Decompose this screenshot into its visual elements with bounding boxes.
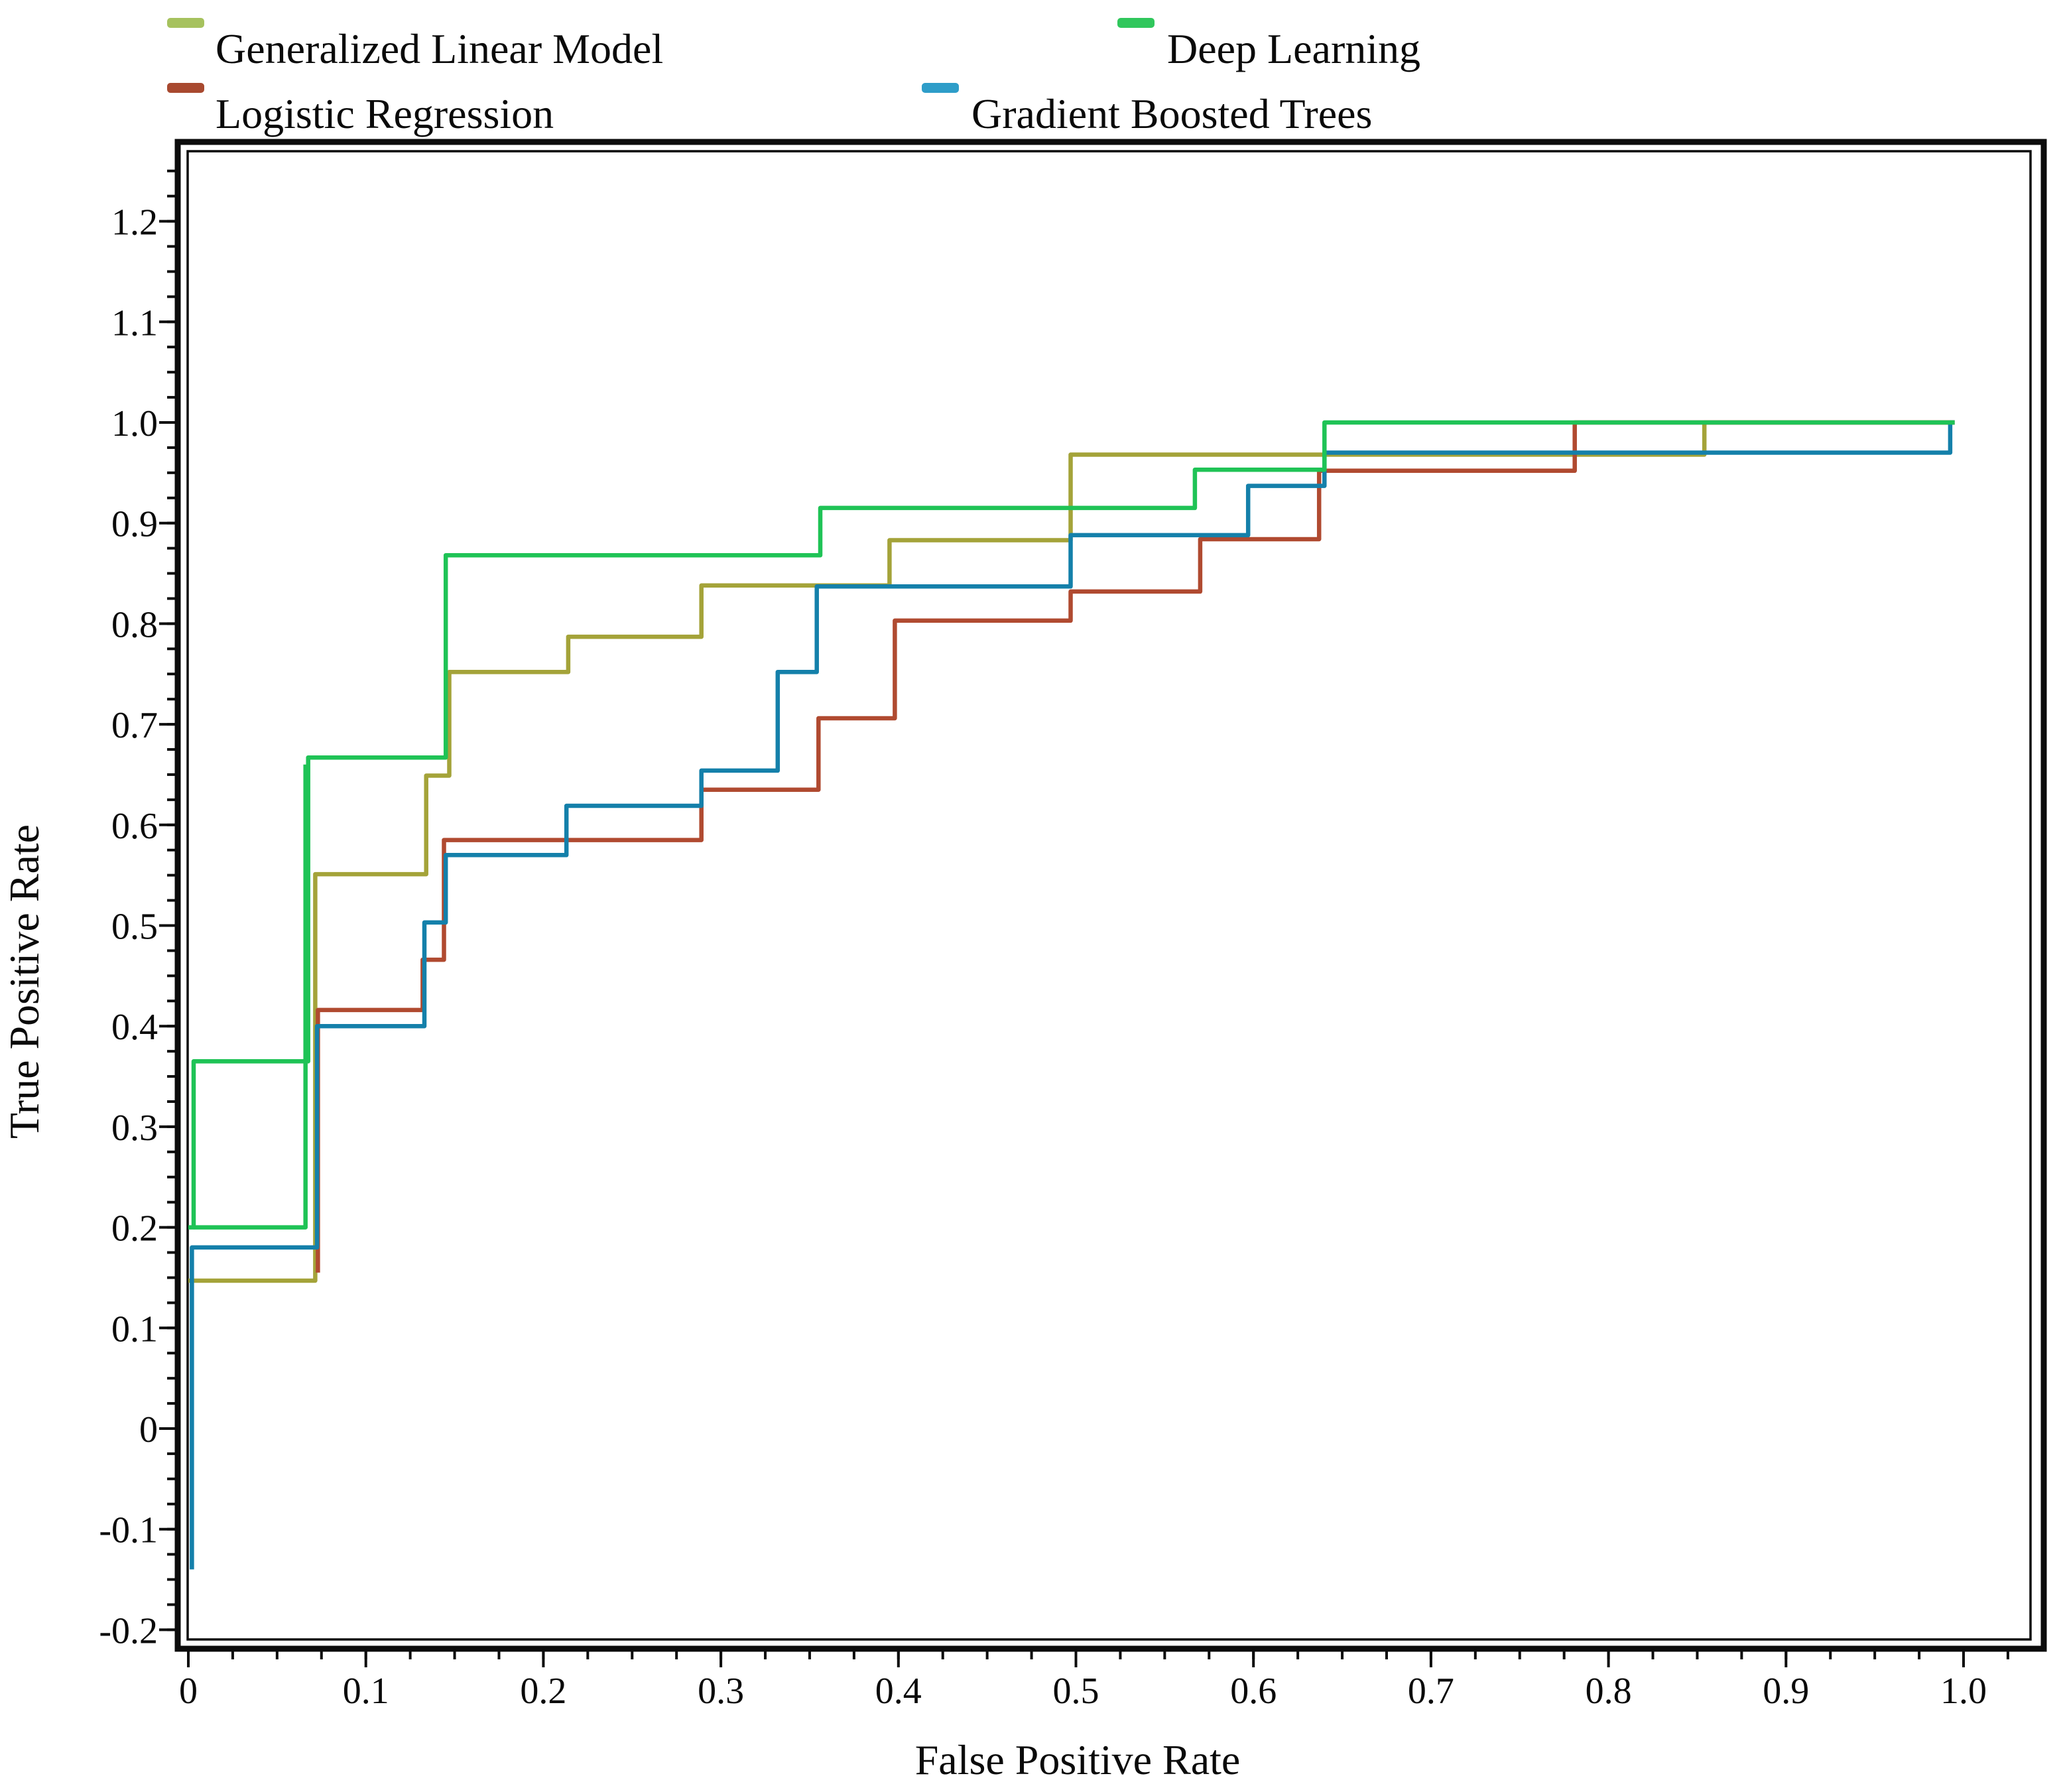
y-tick-label: 1.2	[111, 202, 158, 243]
y-tick-label: 0	[139, 1409, 158, 1450]
chart-legend: Generalized Linear Model Deep Learning Log…	[167, 18, 1420, 137]
plot-frame-inner	[186, 150, 2032, 1641]
y-tick-label: 0.2	[111, 1208, 158, 1249]
series-line-generalized-linear-model	[188, 420, 1955, 1283]
x-tick-label: 0.6	[1230, 1671, 1277, 1712]
y-tick-label: 0.6	[111, 806, 158, 847]
x-tick-label: 0.8	[1586, 1671, 1632, 1712]
axis-ticks	[159, 169, 2009, 1667]
x-tick-label: 0	[179, 1671, 198, 1712]
y-tick-label: 0.7	[111, 705, 158, 746]
legend-swatch-gradient-boosted-trees-icon	[922, 83, 959, 93]
series-line-deep-learning	[188, 420, 1955, 1230]
x-tick-label: 0.9	[1763, 1671, 1809, 1712]
legend-item-generalized-linear-model: Generalized Linear Model	[167, 18, 663, 72]
y-tick-label: -0.1	[99, 1510, 158, 1551]
y-tick-label: 0.1	[111, 1309, 158, 1350]
x-tick-label: 0.2	[520, 1671, 566, 1712]
plot-frame-outer	[174, 139, 2047, 1652]
x-tick-label: 0.3	[698, 1671, 744, 1712]
legend-label-logistic-regression: Logistic Regression	[216, 90, 554, 137]
series-line-deep-learning-extra	[194, 764, 308, 1230]
x-tick-label: 0.7	[1408, 1671, 1454, 1712]
legend-swatch-deep-learning-icon	[1117, 18, 1155, 28]
x-tick-label: 0.1	[343, 1671, 389, 1712]
y-tick-label: 1.1	[111, 302, 158, 344]
legend-swatch-generalized-linear-model-icon	[167, 18, 204, 28]
y-axis-title: True Positive Rate	[1, 824, 48, 1139]
legend-label-deep-learning: Deep Learning	[1167, 25, 1420, 72]
series-lines	[188, 420, 1955, 1570]
y-tick-label: 0.3	[111, 1108, 158, 1149]
legend-item-gradient-boosted-trees: Gradient Boosted Trees	[922, 83, 1372, 137]
y-tick-label: 0.8	[111, 604, 158, 645]
y-tick-label: -0.2	[99, 1610, 158, 1651]
x-tick-label: 0.5	[1053, 1671, 1099, 1712]
y-tick-label: 1.0	[111, 403, 158, 444]
y-tick-label: 0.9	[111, 504, 158, 545]
legend-item-deep-learning: Deep Learning	[1117, 18, 1420, 72]
legend-label-gradient-boosted-trees: Gradient Boosted Trees	[971, 90, 1372, 137]
legend-label-generalized-linear-model: Generalized Linear Model	[216, 25, 663, 72]
series-line-gradient-boosted-trees	[190, 420, 1955, 1570]
legend-swatch-logistic-regression-icon	[167, 83, 204, 93]
series-line-logistic-regression	[316, 420, 1955, 1273]
x-tick-label: 1.0	[1940, 1671, 1987, 1712]
y-tick-label: 0.5	[111, 907, 158, 948]
x-axis-title: False Positive Rate	[915, 1736, 1241, 1783]
axis-tick-labels: 0 0.1 0.2 0.3 0.4 0.5 0.6 0.7 0.8 0.9 1.0 1.2 1.1 1.0…	[99, 202, 1987, 1712]
legend-item-logistic-regression: Logistic Regression	[167, 83, 554, 137]
y-tick-label: 0.4	[111, 1007, 158, 1048]
x-tick-label: 0.4	[875, 1671, 922, 1712]
